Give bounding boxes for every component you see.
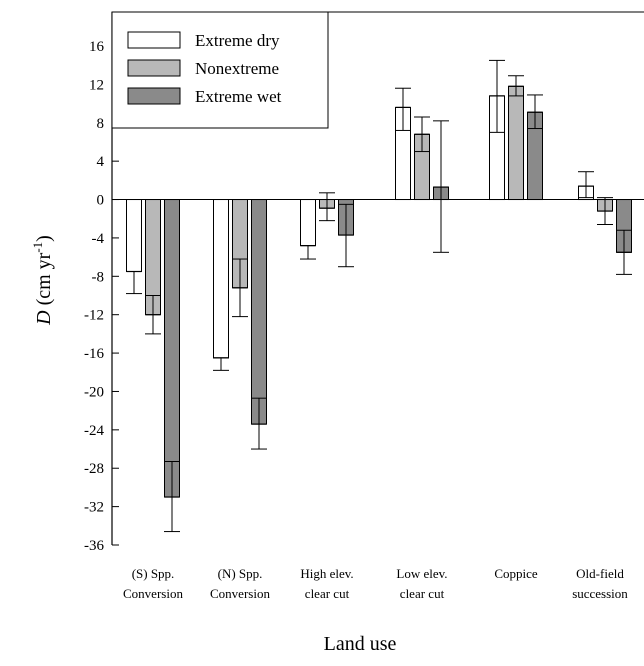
x-category-label: Old-field [576,566,624,581]
y-axis-title: D (cm yr-1) [30,235,55,326]
legend-swatch [127,31,181,49]
x-axis-title: Land use [324,633,397,655]
x-category-label: succession [572,586,628,601]
bars-group [126,85,632,498]
y-tick-label: 8 [97,116,105,132]
x-category-label: (S) Spp. [132,566,175,581]
y-tick-label: -20 [84,384,104,400]
x-category-label: High elev. [300,566,353,581]
y-axis-unit: (cm yr [33,252,55,310]
x-axis: (S) Spp. Conversion (N) Spp. Conversion High… [123,566,628,601]
legend-swatch [127,87,181,105]
y-axis: 16 12 8 4 0 -4 -8 -12 -16 -20 -24 -28 -32 -36 [84,39,119,554]
bar [300,199,316,247]
y-axis-variable: D [33,310,55,326]
y-tick-label: 16 [89,39,105,55]
x-category-label: Conversion [210,586,270,601]
bar [164,199,180,498]
y-tick-label: 4 [97,154,105,170]
y-tick-label: -4 [92,231,105,247]
y-axis-unit-exponent: -1 [30,242,45,253]
y-tick-label: -16 [84,346,104,362]
y-tick-label: -8 [92,269,105,285]
bar [508,85,524,201]
bar [213,199,229,359]
x-category-label: Coppice [494,566,538,581]
legend-label: Extreme dry [195,31,280,50]
x-category-label: clear cut [400,586,445,601]
legend-swatch [127,59,181,77]
error-bars-group [126,59,632,533]
y-tick-label: -28 [84,461,104,477]
y-tick-label: 12 [89,77,104,93]
x-category-label: Conversion [123,586,183,601]
bar [251,199,267,425]
y-tick-label: -32 [84,500,104,516]
x-category-label: Low elev. [396,566,447,581]
x-category-label: (N) Spp. [218,566,263,581]
y-tick-label: -24 [84,423,104,439]
legend-label: Nonextreme [195,59,279,78]
bar [126,199,142,273]
y-tick-label: -36 [84,538,104,554]
legend-label: Extreme wet [195,87,282,106]
legend: Extreme dry Nonextreme Extreme wet [111,11,329,129]
y-axis-unit-close: ) [33,235,55,242]
x-category-label: clear cut [305,586,350,601]
y-tick-label: -12 [84,308,104,324]
y-tick-label: 0 [97,193,105,209]
